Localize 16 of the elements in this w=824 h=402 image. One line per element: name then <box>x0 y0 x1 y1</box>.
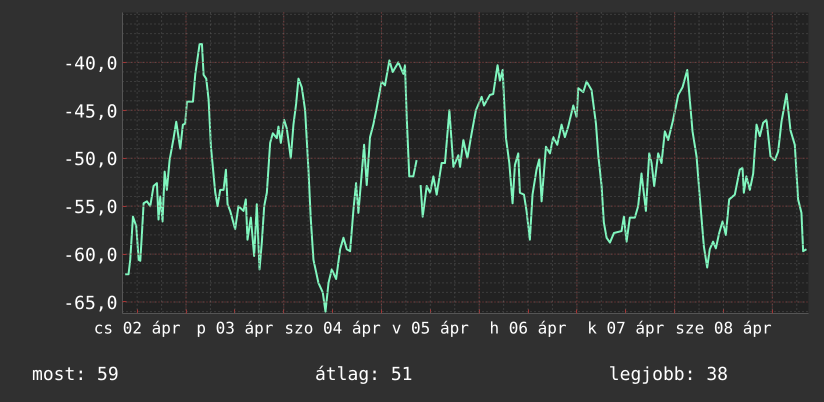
y-tick-label: -60,0 <box>63 245 118 266</box>
y-tick-label: -65,0 <box>63 292 118 314</box>
x-tick-label: v 05 ápr <box>392 318 470 338</box>
annotation: átlag: 51 <box>314 363 413 387</box>
y-tick-label: -45,0 <box>63 101 118 122</box>
x-tick-label: cs 02 ápr <box>94 318 181 338</box>
y-tick-label: -50,0 <box>63 149 118 170</box>
y-tick-label: -55,0 <box>63 197 118 218</box>
annotation: legjobb: 38 <box>608 363 728 387</box>
y-tick-label: -40,0 <box>63 53 118 74</box>
x-tick-label: szo 04 ápr <box>284 318 382 338</box>
annotation: most: 59 <box>32 363 119 387</box>
x-tick-label: sze 08 ápr <box>675 318 772 338</box>
x-tick-label: p 03 ápr <box>196 318 274 338</box>
x-tick-label: k 07 ápr <box>587 318 665 338</box>
x-tick-label: h 06 ápr <box>490 318 567 338</box>
